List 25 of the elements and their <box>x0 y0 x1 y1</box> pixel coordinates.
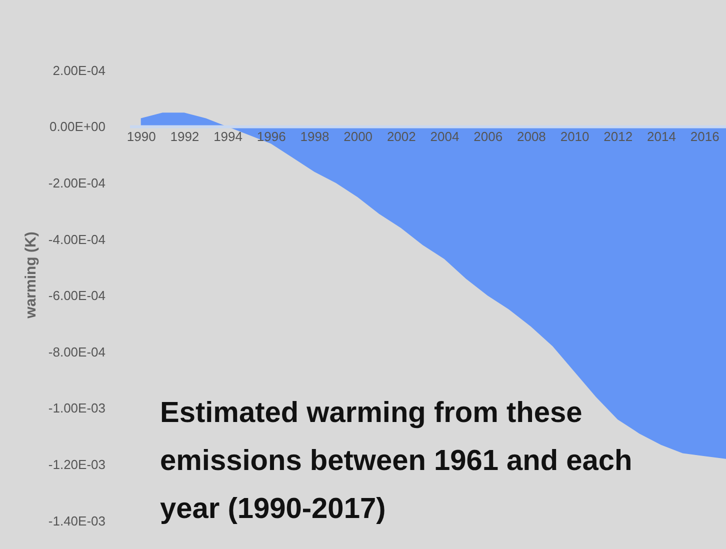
x-tick-label: 2008 <box>516 129 546 144</box>
x-tick-label: 1992 <box>170 129 200 144</box>
y-tick-label: -1.00E-03 <box>48 400 106 416</box>
x-tick-label: 2002 <box>386 129 416 144</box>
y-tick-label: -1.20E-03 <box>48 457 106 472</box>
y-tick-label: -6.00E-04 <box>48 288 106 304</box>
x-tick-label: 2000 <box>344 129 373 144</box>
x-tick-label: 1996 <box>256 129 286 144</box>
y-tick-label: -8.00E-04 <box>48 344 106 360</box>
y-tick-label: 0.00E+00 <box>49 119 106 134</box>
y-tick-label: -1.40E-03 <box>48 513 106 528</box>
x-tick-label: 2010 <box>560 129 590 144</box>
y-tick-label: 2.00E-04 <box>52 62 106 78</box>
y-tick-label: -4.00E-04 <box>48 232 106 247</box>
x-tick-label: 1994 <box>214 129 242 144</box>
x-tick-label: 2006 <box>474 129 503 144</box>
annotation: Estimated warming from these emissions between 1961 and each year (1990-2017) <box>160 397 632 525</box>
x-tick-label: 2014 <box>647 129 676 144</box>
x-tick-label: 1990 <box>126 129 156 144</box>
x-tick-label: 2016 <box>690 129 720 144</box>
x-tick-label: 2012 <box>604 129 633 144</box>
y-tick-label: -2.00E-04 <box>48 176 106 190</box>
x-tick-label: 1998 <box>300 129 330 144</box>
x-tick-label: 2004 <box>430 129 460 144</box>
y-axis-title: warming (K) <box>22 232 40 320</box>
